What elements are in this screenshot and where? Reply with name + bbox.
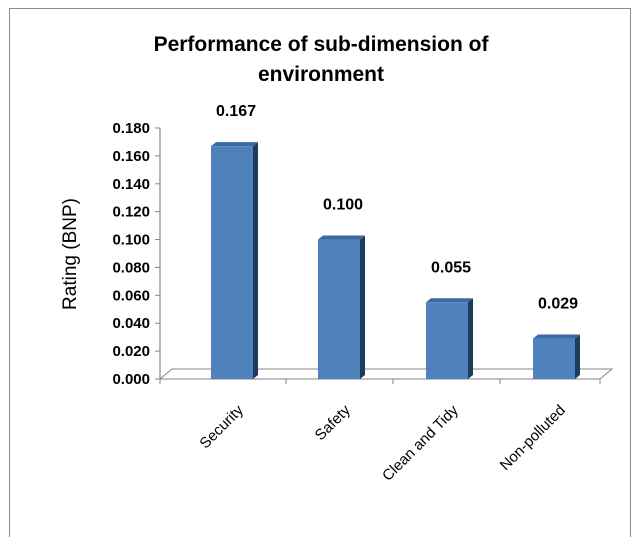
bar-top-face (211, 142, 258, 147)
chart-title: Performance of sub-dimension of environm… (154, 33, 490, 86)
y-tick-label: 0.140 (112, 176, 150, 193)
y-tick-label: 0.060 (112, 287, 150, 304)
plot-area: 0.000 0.020 0.040 0.060 0.080 0.100 0.120 0.140… (112, 103, 614, 485)
y-tick-label: 0.000 (112, 371, 150, 388)
chart-title-line-2: environment (258, 63, 384, 86)
y-axis-label: Rating (BNP) (60, 198, 81, 310)
bar-security (211, 142, 258, 379)
data-label: 0.055 (431, 259, 471, 276)
y-tick-label: 0.040 (112, 315, 150, 332)
bar-non-polluted (533, 334, 580, 379)
x-category-label: Clean and Tidy (379, 401, 462, 484)
bar-clean-and-tidy (426, 298, 473, 379)
y-tick-label: 0.100 (112, 232, 150, 249)
x-category-label: Security (196, 401, 247, 452)
data-label: 0.029 (538, 296, 578, 313)
bar-front-face (318, 239, 360, 379)
y-tick-label: 0.160 (112, 148, 150, 165)
bar-top-face (426, 298, 473, 303)
bar-side-face (468, 298, 473, 379)
bar-front-face (211, 146, 253, 379)
y-tick-label: 0.020 (112, 343, 150, 360)
bar-front-face (426, 302, 468, 379)
data-label: 0.167 (216, 103, 256, 120)
bar-safety (318, 235, 365, 379)
bar-side-face (253, 142, 258, 379)
bar-side-face (575, 334, 580, 379)
bar-top-face (318, 235, 365, 240)
chart-title-line-1: Performance of sub-dimension of (154, 33, 490, 56)
data-label: 0.100 (323, 197, 363, 214)
x-category-label: Safety (312, 401, 354, 443)
y-tick-label: 0.180 (112, 120, 150, 137)
bar-side-face (360, 235, 365, 379)
bar-front-face (533, 338, 575, 379)
y-tick-label: 0.080 (112, 259, 150, 276)
y-tick-label: 0.120 (112, 204, 150, 221)
bar-top-face (533, 334, 580, 339)
x-category-label: Non-polluted (497, 402, 569, 474)
